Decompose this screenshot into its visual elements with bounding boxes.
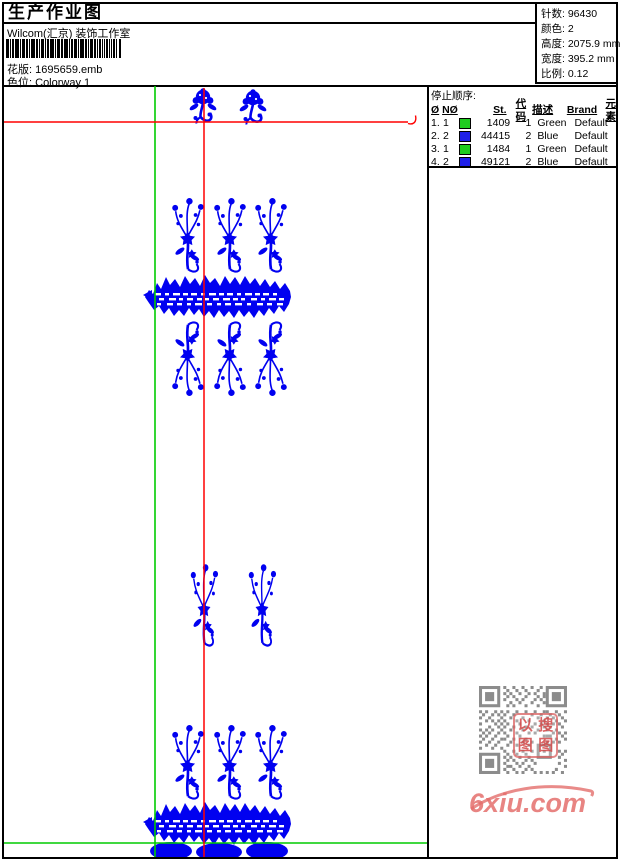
guide-lines (4, 86, 427, 857)
col-needle: NØ (442, 104, 458, 116)
col-stitches: St. (493, 104, 507, 116)
qr-code (479, 686, 567, 774)
design-canvas (4, 86, 427, 857)
studio-subtitle: Wilcom(汇京) 装饰工作室 (7, 28, 131, 40)
embroidery-motifs (143, 86, 291, 857)
guide-end-hook (407, 115, 417, 125)
search-by-image-seal: 以 搜 图 图 (513, 713, 558, 758)
design-file-label: 花版: (7, 64, 33, 76)
stat-scale: 比例: 0.12 (541, 68, 589, 80)
stat-width: 宽度: 395.2 mm (541, 53, 615, 65)
col-description: 描述 (532, 104, 554, 116)
table-row: 1. 1 1409 1 Green Default (431, 117, 608, 129)
col-hash: Ø (431, 104, 440, 116)
site-watermark: 6xiu.com (467, 783, 597, 821)
stat-colors: 颜色: 2 (541, 23, 574, 35)
table-row: 2. 2 44415 2 Blue Default (431, 130, 608, 142)
stats-panel: 针数: 96430 颜色: 2 高度: 2075.9 mm 宽度: 395.2 … (535, 4, 620, 84)
col-brand: Brand (566, 104, 598, 116)
title-divider (4, 22, 535, 24)
design-file-line: 花版: 1695659.emb (7, 61, 102, 77)
color-swatch (458, 131, 471, 142)
stop-sequence-title: 停止顺序: (431, 90, 476, 102)
color-swatch (458, 157, 471, 166)
stat-stitches: 针数: 96430 (541, 8, 598, 20)
color-swatch (458, 144, 471, 155)
header-divider (4, 85, 616, 87)
right-column-divider (427, 85, 429, 857)
col-elements: 元素 (605, 97, 616, 123)
barcode (6, 39, 121, 58)
stop-sequence-panel: 停止顺序: Ø NØ St. 代码 描述 Brand 元素 1. 1 1409 … (429, 87, 616, 168)
design-file-value: 1695659.emb (35, 64, 103, 76)
watermark-text: 6xiu.com (469, 788, 587, 818)
stat-height: 高度: 2075.9 mm (541, 38, 620, 50)
col-code: 代码 (515, 97, 527, 123)
color-swatch (458, 118, 471, 129)
stop-sequence-header-row: Ø NØ St. 代码 描述 Brand 元素 (429, 98, 616, 123)
page-title: 生产作业图 (8, 3, 103, 22)
table-row: 4. 2 49121 2 Blue Default (431, 156, 608, 168)
table-row: 3. 1 1484 1 Green Default (431, 143, 608, 155)
